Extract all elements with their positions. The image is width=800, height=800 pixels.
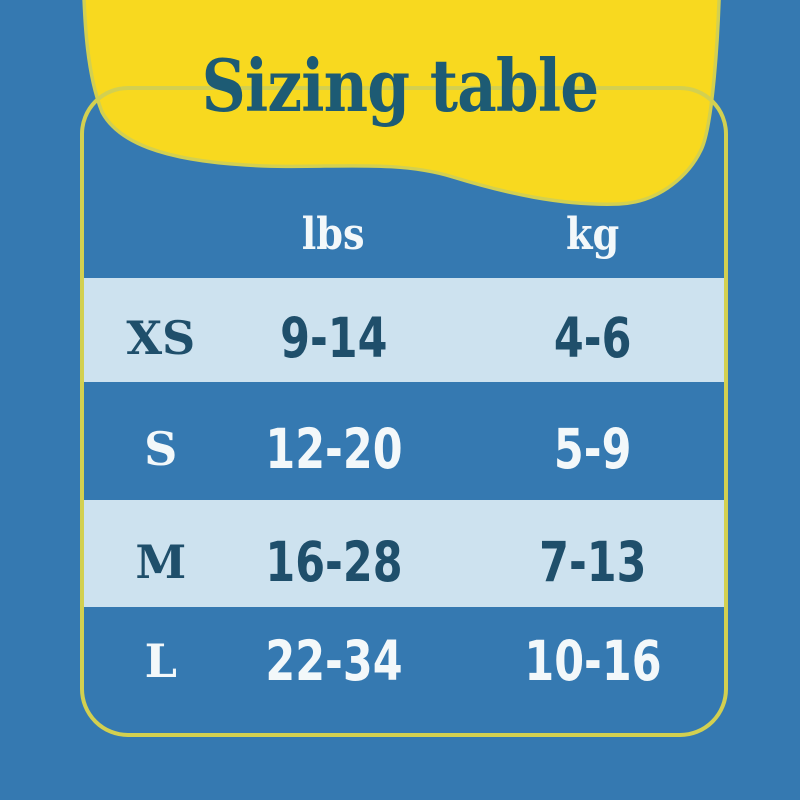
page-title: Sizing table [201,43,600,128]
table-row-s: S 12-20 5-9 [84,382,724,500]
kg-value-s: 5-9 [554,417,632,481]
size-label-m: M [135,534,187,589]
kg-cell: 10-16 [462,629,724,693]
table-header-row: lbs kg [84,190,724,278]
size-label-s: S [144,422,178,476]
size-cell: L [84,634,238,688]
lbs-cell: 12-20 [238,417,430,481]
kg-cell: 5-9 [462,417,724,481]
lbs-cell: 9-14 [238,306,430,370]
header-kg-cell: kg [462,209,724,260]
column-header-lbs: lbs [302,208,366,260]
size-cell: M [84,535,238,589]
size-cell: S [84,422,238,476]
size-label-l: L [144,634,177,688]
table-panel-outline [80,86,728,737]
row-band-xs [84,278,724,382]
lbs-cell: 22-34 [238,629,430,693]
lbs-value-m: 16-28 [264,529,403,594]
table-row-m: M 16-28 7-13 [84,500,724,607]
lbs-value-l: 22-34 [264,629,403,693]
row-band-m [84,500,724,607]
size-label-xs: XS [126,311,196,365]
kg-value-xs: 4-6 [554,306,632,370]
kg-cell: 7-13 [462,530,724,594]
lbs-value-s: 12-20 [264,417,403,481]
kg-value-l: 10-16 [524,629,662,693]
header-lbs-cell: lbs [238,209,430,260]
table-row-l: L 22-34 10-16 [84,607,724,715]
lbs-cell: 16-28 [238,530,430,594]
lbs-value-xs: 9-14 [279,306,388,370]
kg-cell: 4-6 [462,306,724,370]
column-header-kg: kg [566,208,620,260]
size-cell: XS [84,311,238,365]
table-row-xs: XS 9-14 4-6 [84,278,724,382]
kg-value-m: 7-13 [539,529,647,594]
